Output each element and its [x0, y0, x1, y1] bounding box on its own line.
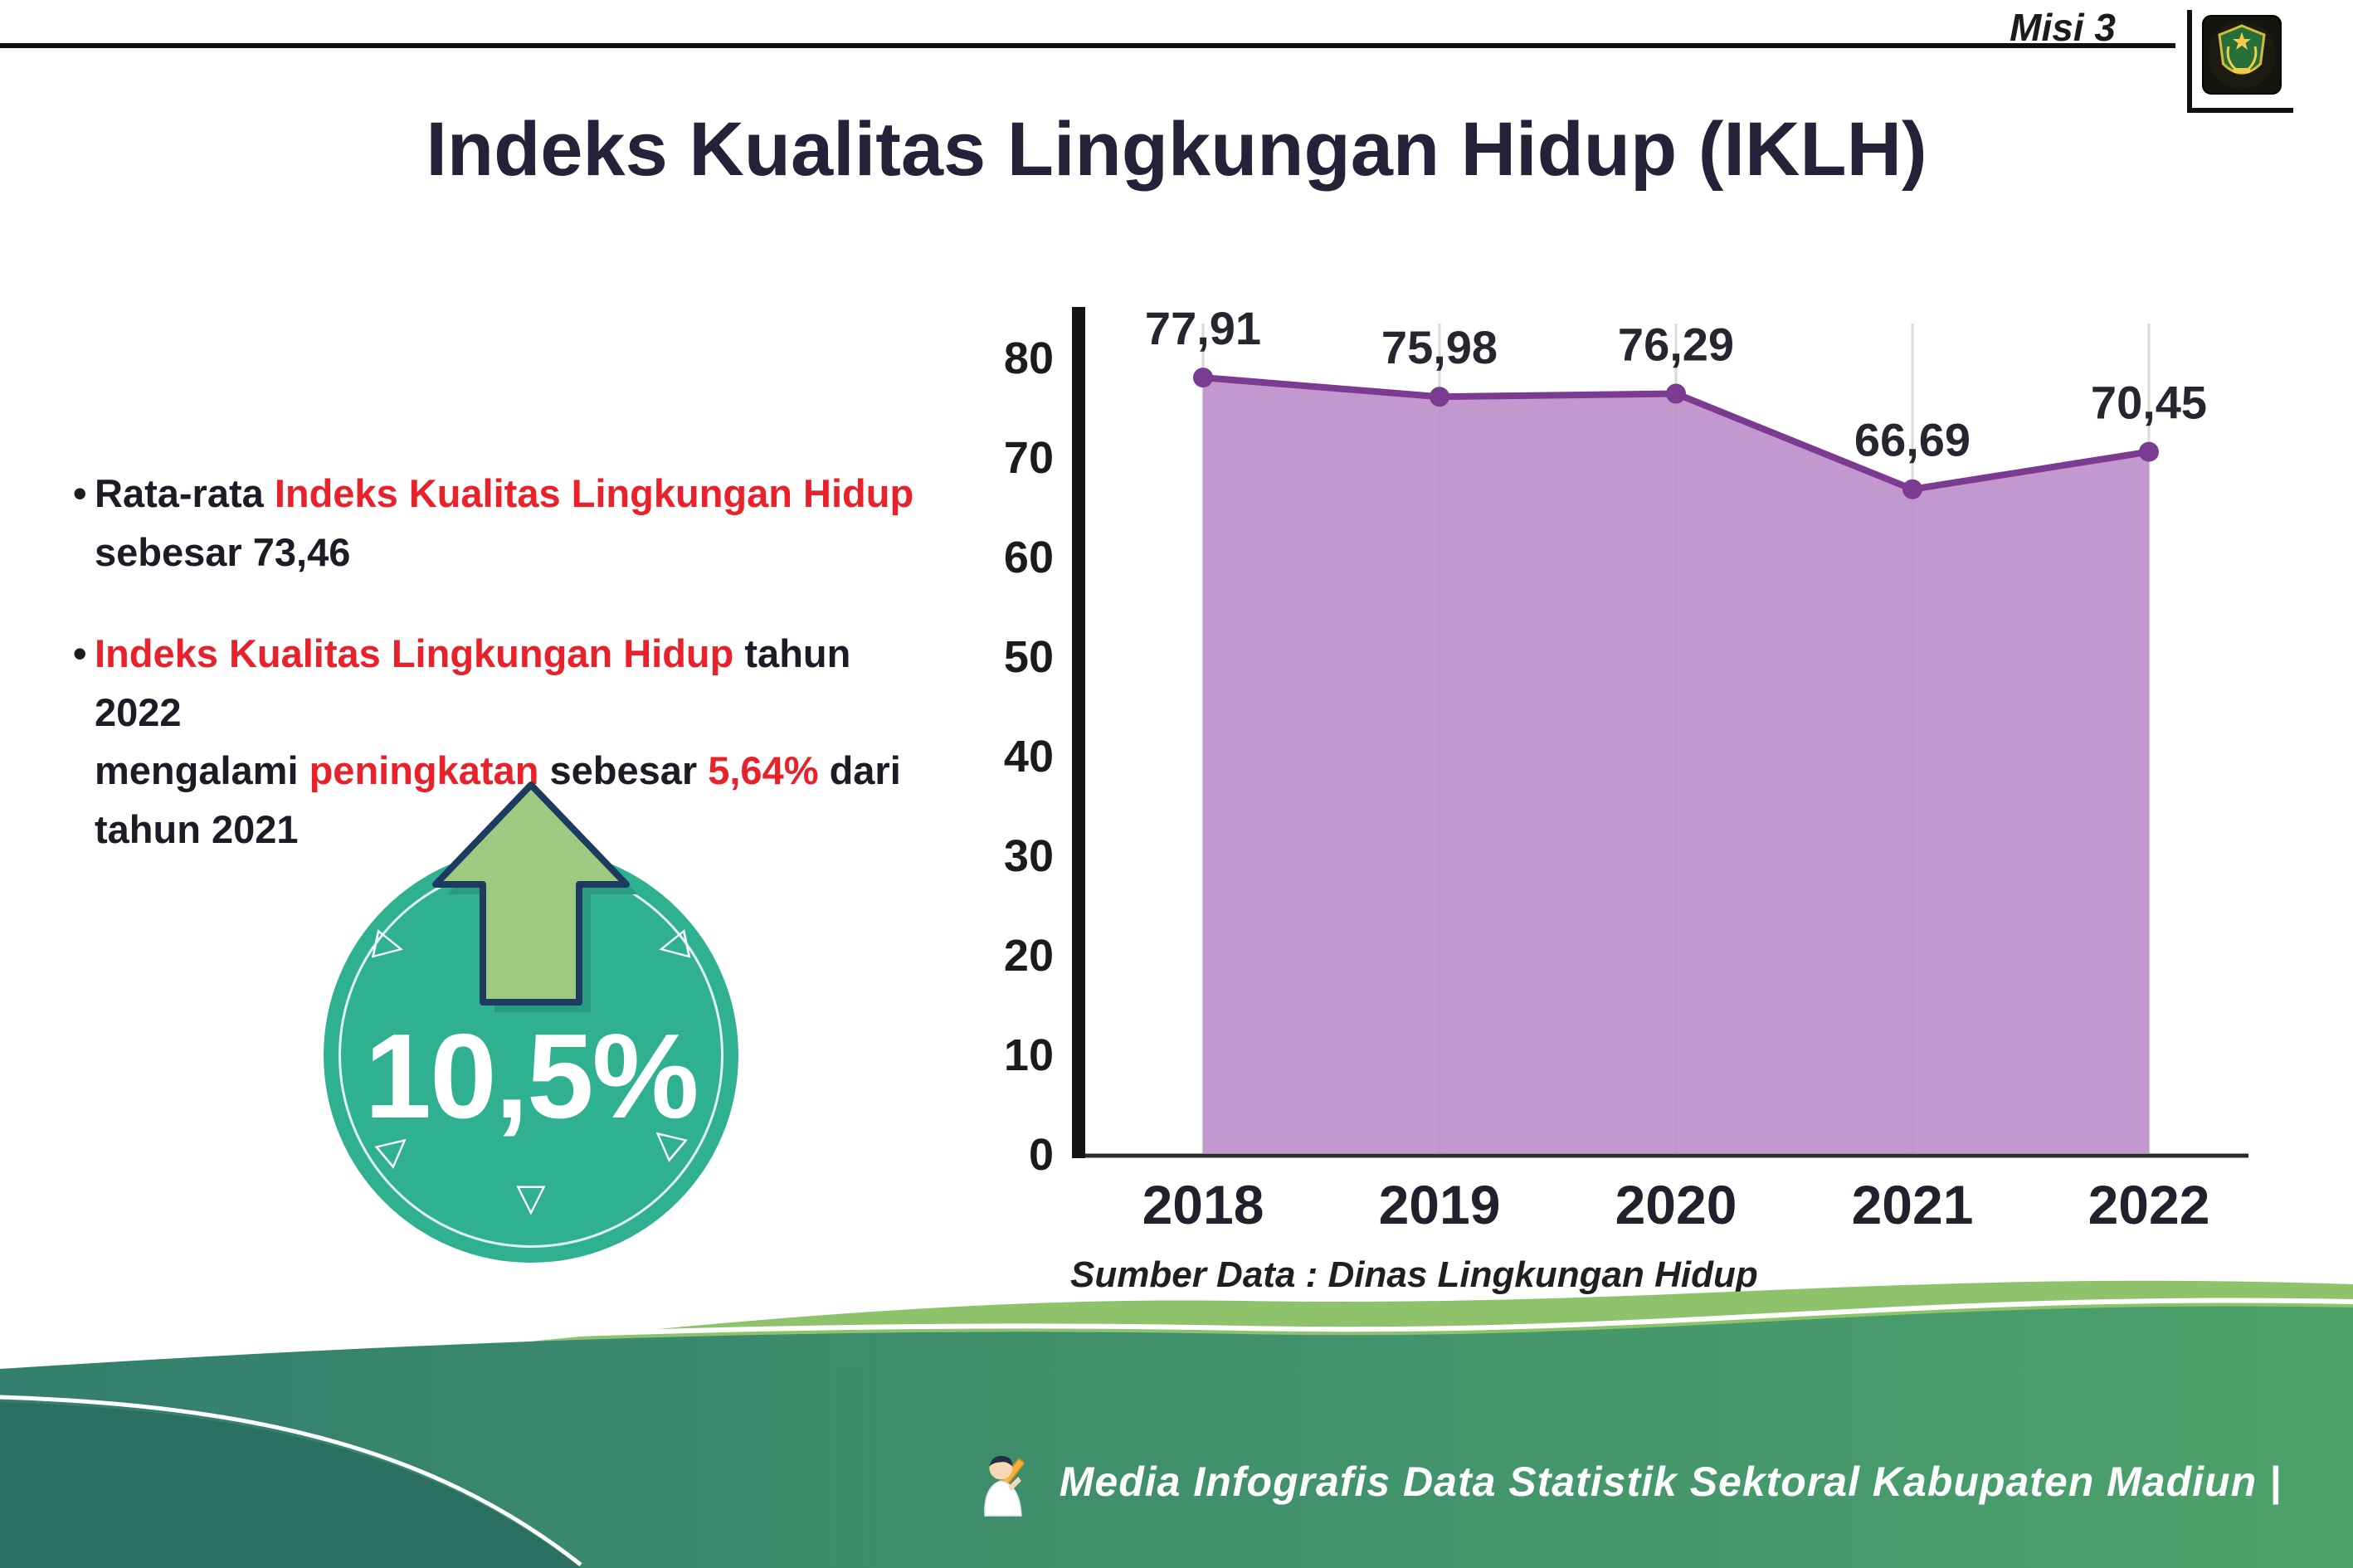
data-source-caption: Sumber Data : Dinas Lingkungan Hidup [1070, 1254, 1758, 1295]
svg-text:30: 30 [1004, 831, 1054, 881]
svg-text:2022: 2022 [2088, 1174, 2210, 1235]
svg-text:40: 40 [1004, 732, 1054, 782]
bullet-increase-2022: • Indeks Kualitas Lingkungan Hidup tahun … [73, 625, 928, 859]
svg-text:2021: 2021 [1852, 1174, 1974, 1235]
summary-bullets: • Rata-rata Indeks Kualitas Lingkungan Hi… [73, 465, 928, 902]
iklh-chart: 77,91 75,98 76,29 66,69 70,45 0 10 20 30 40 50 60 70… [979, 290, 2307, 1336]
footer-caption: Media Infografis Data Statistik Sektoral… [1059, 1458, 2282, 1505]
increase-percentage: 10,5% [364, 1009, 699, 1143]
svg-text:70,45: 70,45 [2091, 377, 2207, 429]
top-rule [0, 43, 2175, 48]
up-arrow-icon [432, 782, 638, 1012]
svg-text:0: 0 [1029, 1130, 1054, 1180]
iklh-area-chart-svg: 77,91 75,98 76,29 66,69 70,45 0 10 20 30 40 50 60 70… [1004, 302, 2248, 1235]
svg-text:70: 70 [1004, 433, 1054, 483]
svg-text:10: 10 [1004, 1030, 1054, 1080]
bullet-dot: • [73, 471, 87, 515]
svg-text:2018: 2018 [1142, 1174, 1264, 1235]
svg-text:76,29: 76,29 [1618, 319, 1734, 371]
svg-text:20: 20 [1004, 931, 1054, 981]
svg-text:75,98: 75,98 [1381, 321, 1498, 373]
svg-text:50: 50 [1004, 632, 1054, 682]
svg-text:60: 60 [1004, 533, 1054, 582]
footer-caption-row: Media Infografis Data Statistik Sektoral… [963, 1439, 2282, 1525]
svg-text:66,69: 66,69 [1854, 414, 1971, 466]
bullet-average-text: Rata-rata Indeks Kualitas Lingkungan Hid… [95, 471, 914, 574]
svg-text:80: 80 [1004, 334, 1054, 383]
logo-frame [2187, 10, 2293, 113]
bullet-average-iklh: • Rata-rata Indeks Kualitas Lingkungan Hi… [73, 465, 928, 582]
writer-mascot-icon [983, 1455, 1025, 1517]
svg-text:77,91: 77,91 [1145, 302, 1261, 354]
page-title: Indeks Kualitas Lingkungan Hidup (IKLH) [426, 107, 1927, 192]
triangle-icon: ▽ [516, 1175, 546, 1220]
svg-text:2019: 2019 [1379, 1174, 1501, 1235]
bullet-increase-text: Indeks Kualitas Lingkungan Hidup tahun 2… [95, 631, 901, 851]
kabupaten-madiun-seal-icon [2202, 15, 2282, 95]
misi-label: Misi 3 [2010, 6, 2116, 49]
footer-waves [0, 1280, 2353, 1568]
svg-text:2020: 2020 [1615, 1174, 1737, 1235]
increase-badge: ▷ ◁ ▷ ◁ ▽ 10,5% [324, 782, 738, 1263]
bullet-dot: • [73, 631, 87, 675]
